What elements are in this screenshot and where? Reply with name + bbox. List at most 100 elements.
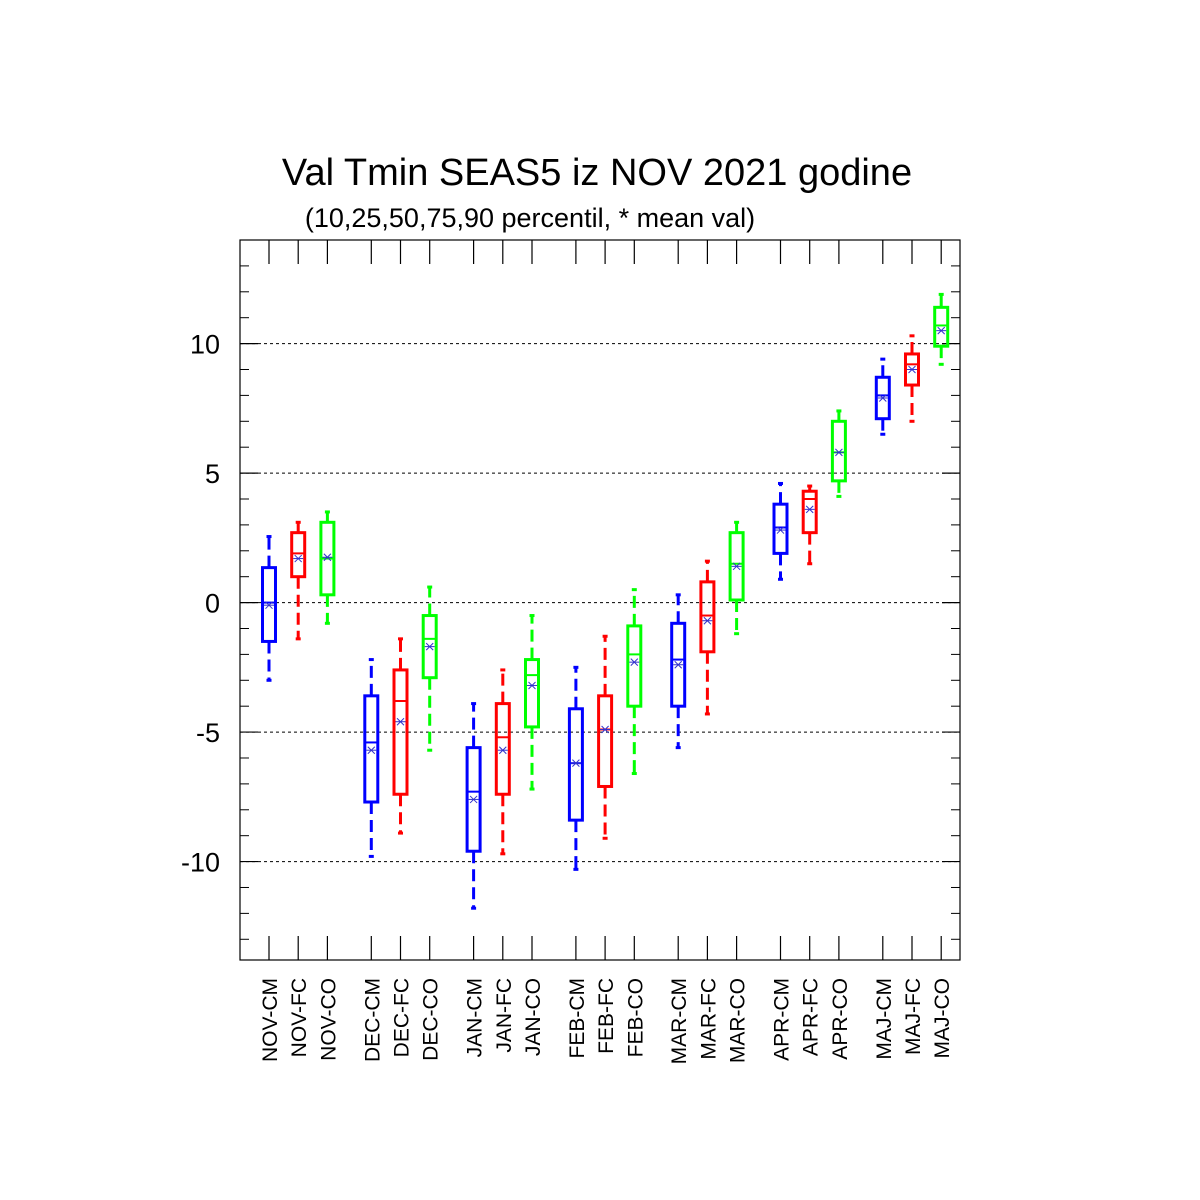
x-tick-label: FEB-CO (624, 978, 647, 1057)
box-mar-fc (699, 559, 716, 716)
mean-marker-stroke (776, 526, 785, 534)
box-iqr (597, 694, 614, 788)
x-tick-label: NOV-CM (259, 978, 282, 1062)
box-iqr (465, 746, 482, 853)
y-axis: -10 -5 0 5 10 (181, 239, 960, 940)
x-tick-label: DEC-FC (391, 978, 414, 1057)
mean-marker (264, 601, 274, 610)
box-iqr (290, 531, 307, 579)
mean-marker (702, 616, 713, 625)
mean-marker-stroke (674, 660, 683, 669)
x-tick-label: FEB-CM (566, 978, 589, 1059)
mean-marker (293, 554, 304, 563)
y-tick-label: 5 (205, 459, 220, 489)
plot-frame (239, 239, 961, 961)
box-apr-co (830, 409, 847, 498)
box-iqr (363, 694, 380, 804)
box-iqr (904, 352, 920, 387)
mean-marker-stroke (469, 795, 478, 804)
box-jan-fc (494, 668, 511, 856)
mean-marker (731, 562, 742, 571)
box-feb-cm (567, 665, 584, 871)
mean-marker-stroke (878, 394, 887, 402)
box-iqr (874, 375, 891, 421)
box-apr-fc (801, 484, 818, 566)
box-iqr (421, 614, 438, 680)
box-series (261, 292, 950, 910)
mean-marker (570, 759, 581, 768)
mean-marker-stroke (732, 562, 741, 571)
box-nov-co (319, 510, 336, 625)
mean-marker-stroke (572, 759, 580, 768)
box-nov-cm (261, 535, 277, 682)
mean-marker (673, 660, 684, 669)
mean-marker-stroke (396, 717, 405, 726)
mean-marker (468, 795, 479, 804)
box-iqr (567, 707, 584, 822)
y-tick-label: 0 (205, 589, 220, 619)
mean-marker (629, 658, 640, 667)
box-maj-cm (874, 357, 891, 436)
mean-marker-stroke (805, 505, 814, 514)
mean-marker (936, 326, 947, 335)
x-axis: NOV-CM NOV-FC NOV-CO DEC-CM DEC-FC DEC-CO JAN-… (259, 240, 954, 1064)
x-tick-label: APR-CO (829, 978, 852, 1060)
x-tick-label: DEC-CO (420, 978, 443, 1061)
box-iqr (392, 668, 409, 796)
box-nov-fc (290, 520, 307, 641)
box-iqr (772, 502, 789, 555)
mean-marker-stroke (425, 642, 434, 651)
mean-marker (775, 526, 786, 534)
box-mar-co (728, 520, 745, 636)
mean-marker-stroke (908, 365, 916, 374)
mean-marker-stroke (294, 554, 303, 563)
box-iqr (728, 531, 745, 602)
y-tick-label: -10 (181, 848, 220, 878)
mean-marker-stroke (528, 681, 536, 690)
x-tick-label: MAJ-CO (931, 978, 954, 1059)
mean-marker-stroke (367, 746, 376, 755)
box-maj-fc (904, 334, 920, 423)
x-tick-label: DEC-CM (361, 978, 384, 1062)
box-apr-cm (772, 481, 789, 581)
box-iqr (494, 702, 511, 796)
mean-marker (424, 642, 435, 651)
box-iqr (699, 580, 716, 654)
x-tick-label: JAN-CO (522, 978, 545, 1056)
mean-marker-stroke (630, 658, 639, 667)
box-feb-fc (597, 634, 614, 840)
mean-marker-stroke (323, 553, 332, 562)
mean-marker (366, 746, 377, 755)
y-tick-label: -5 (196, 718, 220, 748)
mean-marker (907, 365, 917, 374)
mean-marker-stroke (498, 746, 507, 755)
x-tick-label: NOV-FC (288, 978, 311, 1057)
box-iqr (830, 419, 847, 483)
x-tick-label: APR-CM (771, 978, 794, 1061)
box-maj-co (933, 292, 950, 366)
x-tick-label: MAR-FC (697, 978, 720, 1060)
box-iqr (670, 621, 687, 708)
x-tick-label: APR-FC (800, 978, 823, 1056)
x-tick-label: MAJ-FC (902, 978, 925, 1055)
box-dec-cm (363, 658, 380, 858)
mean-marker-stroke (937, 326, 946, 335)
mean-marker-stroke (835, 448, 843, 457)
mean-marker-stroke (265, 601, 273, 610)
box-jan-co (524, 614, 540, 791)
x-tick-label: NOV-CO (317, 978, 340, 1061)
x-tick-label: MAR-CO (727, 978, 750, 1063)
mean-marker (877, 394, 888, 402)
mean-marker-stroke (703, 616, 712, 625)
mean-marker (527, 681, 537, 690)
box-dec-fc (392, 637, 409, 835)
mean-marker (600, 725, 611, 734)
box-iqr (524, 658, 540, 729)
box-feb-co (626, 588, 643, 776)
x-tick-label: MAJ-CM (873, 978, 896, 1060)
y-tick-label: 10 (190, 330, 220, 360)
x-tick-label: MAR-CM (668, 978, 691, 1064)
mean-marker (395, 717, 406, 726)
box-jan-cm (465, 702, 482, 910)
mean-marker (322, 553, 333, 562)
